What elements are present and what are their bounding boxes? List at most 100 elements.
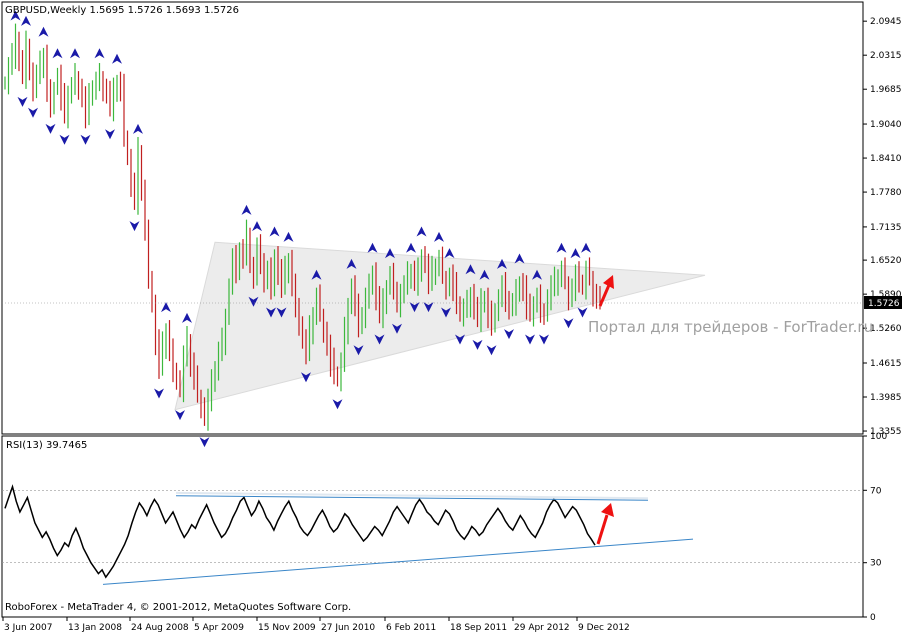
- fractal-down-icon: [266, 307, 276, 318]
- price-tick-label: 1.5890: [870, 290, 902, 300]
- x-tick-label: 5 Apr 2009: [194, 623, 244, 633]
- fractal-down-icon: [59, 134, 70, 145]
- fractal-down-icon: [577, 307, 588, 318]
- x-tick-label: 27 Jun 2010: [321, 623, 375, 633]
- fractal-down-icon: [154, 388, 164, 399]
- x-tick-label: 13 Jan 2008: [68, 623, 122, 633]
- fractal-down-icon: [374, 334, 385, 345]
- fractal-down-icon: [276, 307, 287, 318]
- fractal-down-icon: [353, 345, 364, 356]
- price-tick-label: 1.4615: [870, 359, 902, 369]
- fractal-down-icon: [392, 323, 402, 334]
- symbol-name: GBPUSD,Weekly: [5, 5, 87, 16]
- signal-arrowhead-rsi-icon: [601, 503, 614, 517]
- fractal-down-icon: [45, 123, 56, 134]
- copyright-label: RoboForex - MetaTrader 4, © 2001-2012, M…: [5, 602, 352, 613]
- fractal-down-icon: [105, 129, 115, 140]
- fractal-up-icon: [21, 15, 31, 26]
- rsi-tick-label: 70: [870, 486, 882, 496]
- fractal-down-icon: [129, 221, 140, 232]
- fractal-down-icon: [248, 296, 259, 307]
- fractal-up-icon: [38, 26, 49, 37]
- fractal-up-icon: [497, 258, 507, 269]
- ohlc-values: 1.5695 1.5726 1.5693 1.5726: [89, 5, 239, 16]
- price-tick-label: 1.5260: [870, 324, 902, 334]
- fractal-up-icon: [182, 312, 192, 323]
- fractal-down-icon: [486, 345, 497, 356]
- rsi-upper-trendline: [175, 495, 649, 501]
- fractal-down-icon: [409, 302, 420, 313]
- fractal-up-icon: [532, 269, 542, 280]
- fractal-up-icon: [581, 242, 591, 253]
- fractal-down-icon: [525, 334, 535, 345]
- x-tick-label: 6 Feb 2011: [386, 623, 436, 633]
- fractal-up-icon: [52, 48, 63, 59]
- rsi-tick-label: 100: [870, 432, 887, 442]
- fractal-down-icon: [455, 334, 465, 345]
- fractal-up-icon: [112, 53, 122, 64]
- fractal-up-icon: [252, 221, 262, 232]
- watermark-text: Портал для трейдеров - ForTrader.ru: [588, 318, 874, 336]
- price-tick-label: 1.6520: [870, 256, 902, 266]
- fractal-up-icon: [570, 248, 581, 259]
- fractal-up-icon: [406, 242, 416, 253]
- rsi-tick-label: 30: [870, 559, 882, 569]
- symbol-label: GBPUSD,Weekly 1.5695 1.5726 1.5693 1.572…: [5, 5, 239, 16]
- fractal-up-icon: [514, 253, 525, 264]
- fractal-up-icon: [416, 226, 427, 237]
- fractal-down-icon: [199, 437, 210, 448]
- fractal-down-icon: [563, 318, 574, 329]
- fractal-up-icon: [367, 242, 378, 253]
- fractal-down-icon: [332, 399, 343, 410]
- x-tick-label: 24 Aug 2008: [131, 623, 189, 633]
- fractal-down-icon: [423, 302, 434, 313]
- price-tick-label: 1.7780: [870, 188, 902, 198]
- fractal-up-icon: [161, 302, 171, 313]
- rsi-panel-frame: [1, 435, 864, 618]
- fractal-down-icon: [17, 96, 28, 107]
- last-price-text: 1.5726: [868, 299, 900, 309]
- fractal-up-icon: [133, 123, 143, 134]
- fractal-down-icon: [539, 334, 549, 345]
- price-tick-label: 1.8410: [870, 154, 902, 164]
- price-tick-label: 1.7135: [870, 223, 902, 233]
- fractal-up-icon: [283, 231, 294, 242]
- fractal-up-icon: [556, 242, 567, 253]
- rsi-label: RSI(13) 39.7465: [6, 440, 88, 451]
- fractal-up-icon: [346, 258, 357, 269]
- price-tick-label: 1.3985: [870, 393, 902, 403]
- fractal-down-icon: [28, 107, 38, 118]
- fractal-down-icon: [175, 410, 185, 421]
- rsi-line: [4, 484, 596, 579]
- fractal-up-icon: [434, 231, 444, 242]
- fractal-up-icon: [269, 226, 280, 237]
- fractal-down-icon: [472, 339, 483, 350]
- fractal-up-icon: [479, 269, 490, 280]
- fractal-up-icon: [10, 10, 21, 21]
- price-tick-label: 1.9685: [870, 85, 902, 95]
- x-tick-label: 3 Jun 2007: [4, 623, 52, 633]
- rsi-lower-trendline: [102, 538, 694, 585]
- rsi-tick-label: 0: [870, 613, 876, 623]
- price-panel-frame: [1, 1, 864, 435]
- rsi-upper-trendline-shadow: [175, 491, 649, 500]
- signal-arrow-rsi: [596, 514, 609, 545]
- fractal-down-icon: [504, 329, 514, 340]
- x-tick-label: 18 Sep 2011: [450, 623, 507, 633]
- signal-arrowhead-price-icon: [603, 275, 614, 289]
- fractal-up-icon: [465, 264, 476, 275]
- x-tick-label: 29 Apr 2012: [514, 623, 570, 633]
- price-tick-label: 1.9040: [870, 120, 902, 130]
- fractal-down-icon: [301, 372, 311, 383]
- fractal-up-icon: [241, 204, 252, 215]
- fractal-up-icon: [94, 48, 105, 59]
- fractal-up-icon: [385, 248, 395, 259]
- fractal-up-icon: [70, 48, 80, 59]
- price-tick-label: 2.0945: [870, 17, 902, 27]
- price-tick-label: 1.3355: [870, 427, 902, 437]
- x-tick-label: 9 Dec 2012: [578, 623, 630, 633]
- price-tick-label: 2.0315: [870, 51, 902, 61]
- last-price-tag: [864, 295, 902, 309]
